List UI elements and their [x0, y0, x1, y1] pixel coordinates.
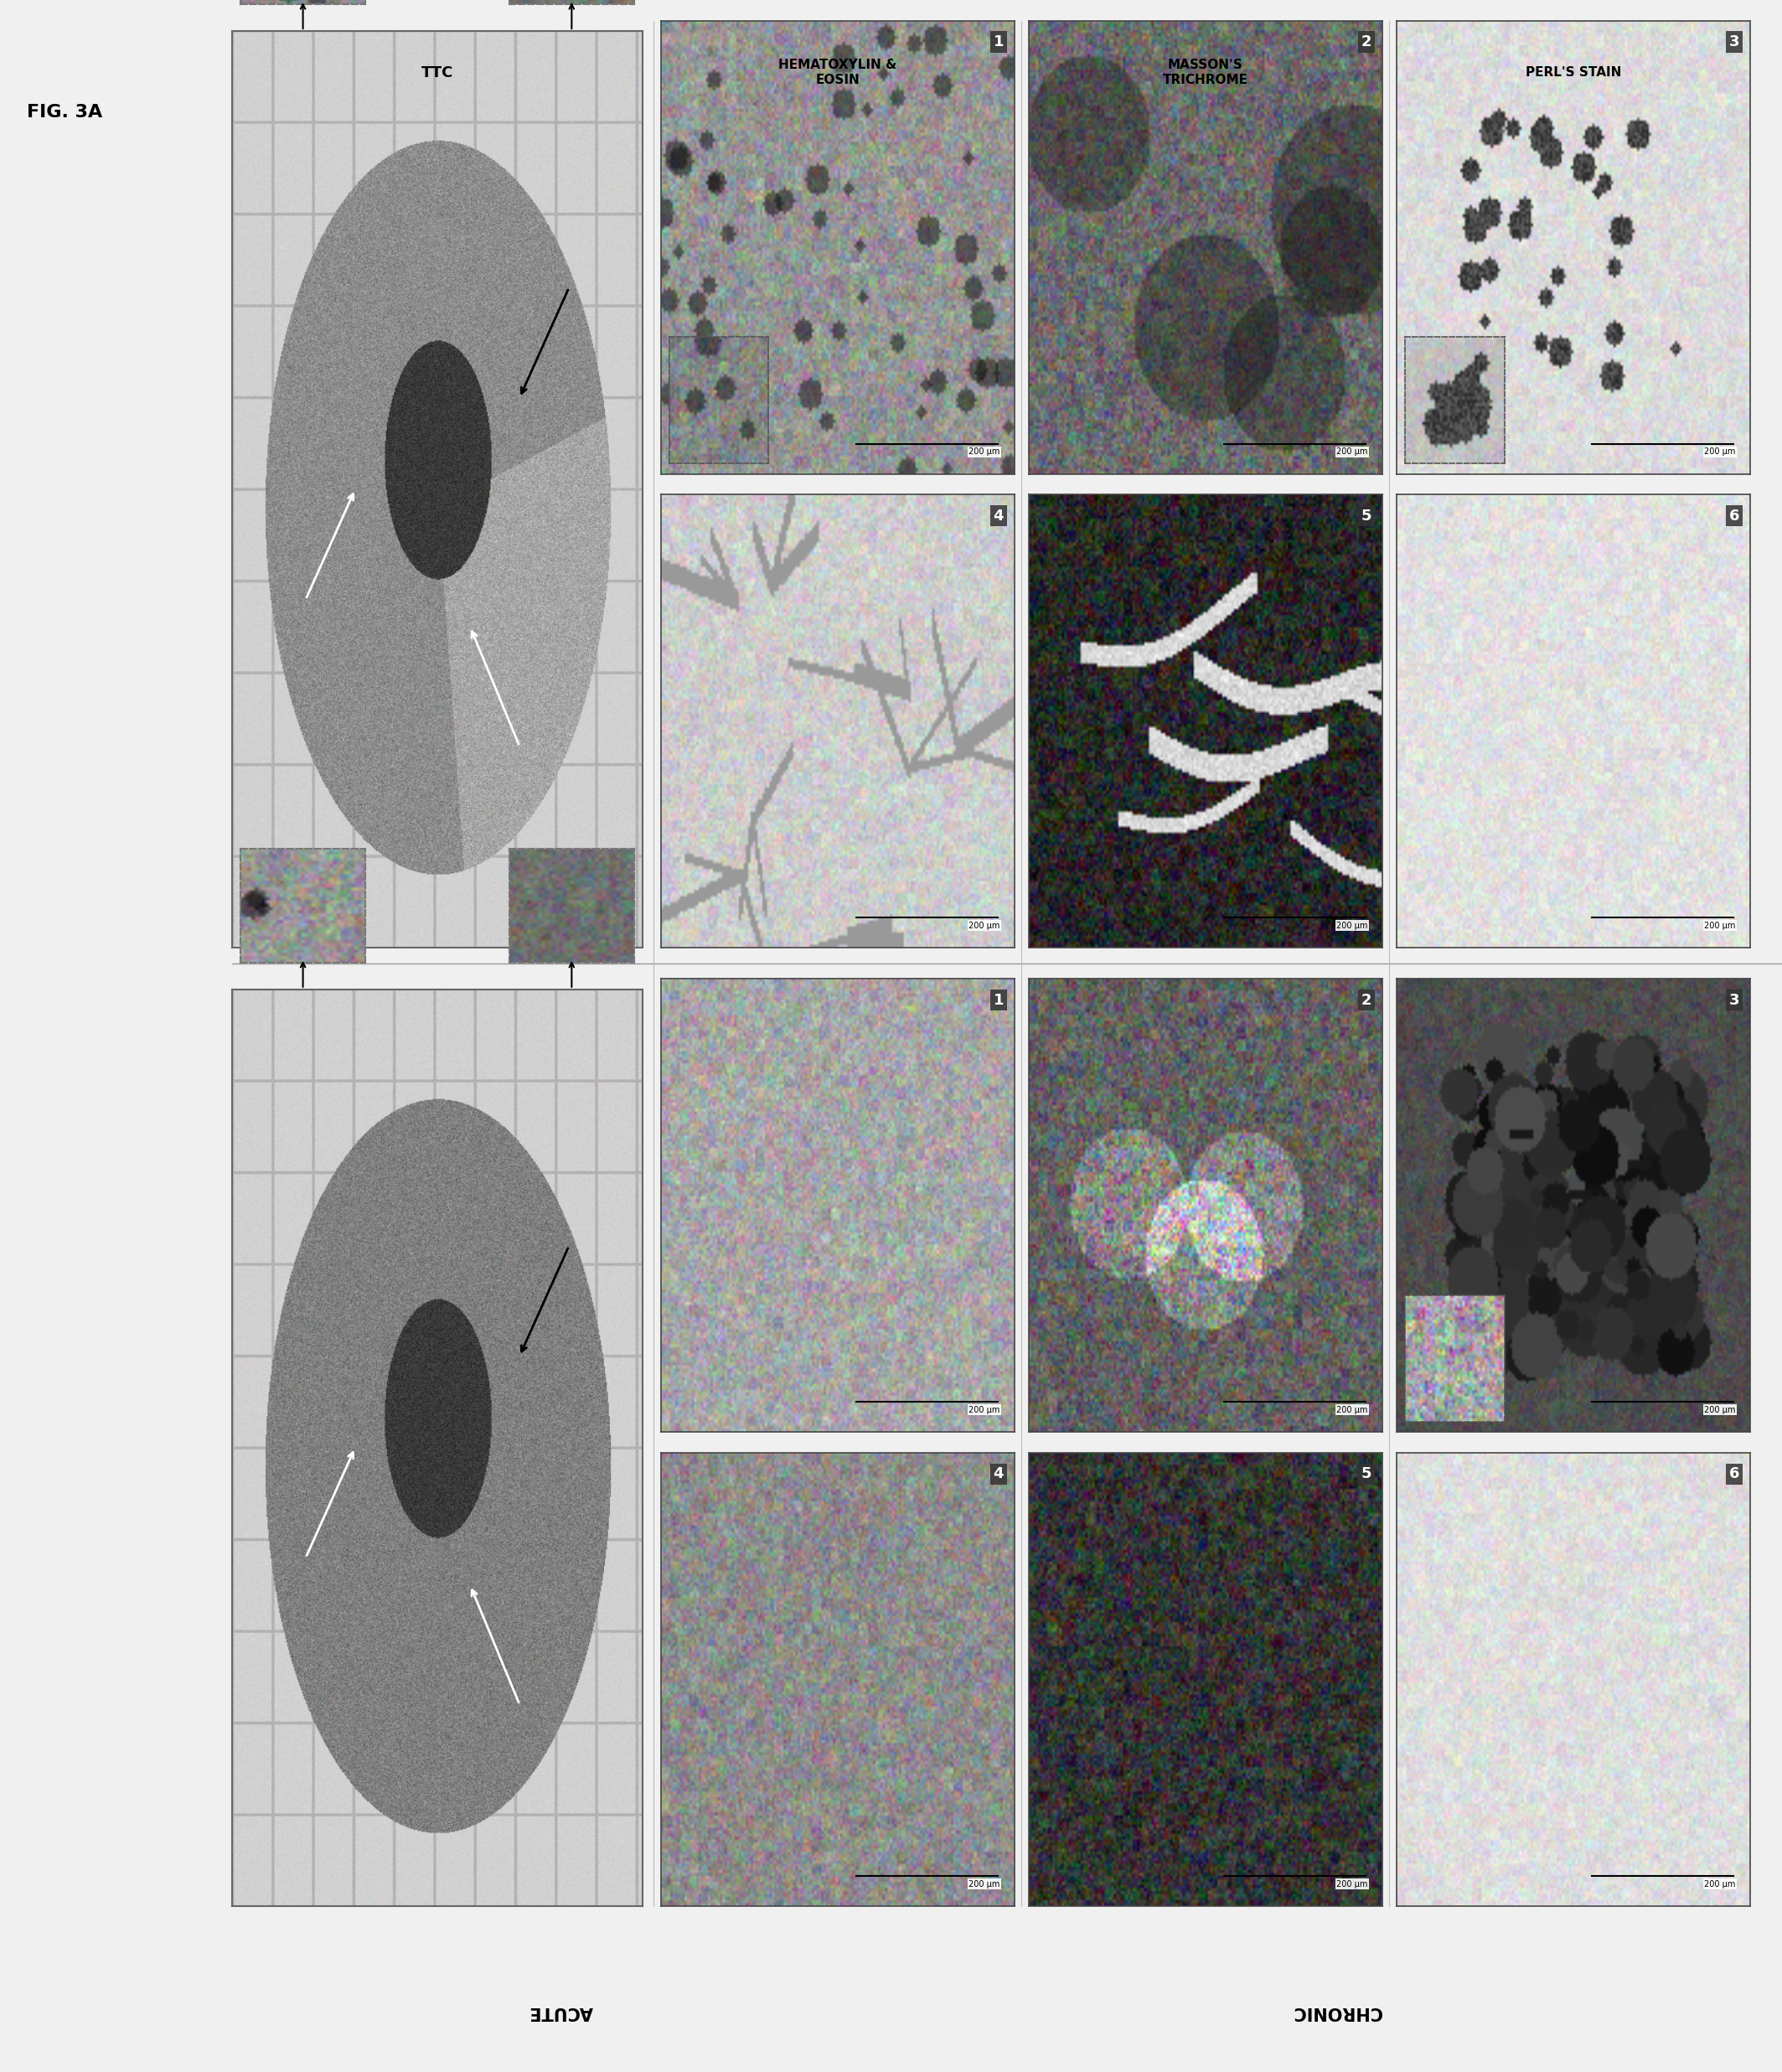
- Text: 200 μm: 200 μm: [1336, 922, 1369, 930]
- Text: 200 μm: 200 μm: [1704, 922, 1736, 930]
- Text: 200 μm: 200 μm: [969, 1879, 1000, 1888]
- Text: PERL'S STAIN: PERL'S STAIN: [1525, 66, 1622, 79]
- Text: 200 μm: 200 μm: [969, 448, 1000, 456]
- Text: 200 μm: 200 μm: [1704, 448, 1736, 456]
- Text: 6: 6: [1729, 508, 1739, 524]
- Text: 3: 3: [1729, 35, 1739, 50]
- Text: 200 μm: 200 μm: [1336, 448, 1369, 456]
- Text: 5: 5: [1361, 1467, 1372, 1481]
- Text: 200 μm: 200 μm: [1704, 1405, 1736, 1413]
- Text: CHRONIC: CHRONIC: [1292, 2004, 1381, 2020]
- Text: 4: 4: [993, 1467, 1003, 1481]
- Text: 1: 1: [993, 992, 1003, 1007]
- Text: 4: 4: [993, 508, 1003, 524]
- Text: 200 μm: 200 μm: [969, 1405, 1000, 1413]
- Text: 200 μm: 200 μm: [1336, 1879, 1369, 1888]
- Text: 2: 2: [1361, 35, 1372, 50]
- Text: MASSON'S
TRICHROME: MASSON'S TRICHROME: [1162, 58, 1247, 87]
- Text: 3: 3: [1729, 992, 1739, 1007]
- Text: FIG. 3A: FIG. 3A: [27, 104, 102, 120]
- Text: 1: 1: [993, 35, 1003, 50]
- Text: 200 μm: 200 μm: [969, 922, 1000, 930]
- Text: TTC: TTC: [421, 64, 453, 81]
- Text: 5: 5: [1361, 508, 1372, 524]
- Text: ACUTE: ACUTE: [529, 2004, 593, 2020]
- Text: 200 μm: 200 μm: [1336, 1405, 1369, 1413]
- Text: 6: 6: [1729, 1467, 1739, 1481]
- Text: 2: 2: [1361, 992, 1372, 1007]
- Text: 200 μm: 200 μm: [1704, 1879, 1736, 1888]
- Text: HEMATOXYLIN &
EOSIN: HEMATOXYLIN & EOSIN: [779, 58, 896, 87]
